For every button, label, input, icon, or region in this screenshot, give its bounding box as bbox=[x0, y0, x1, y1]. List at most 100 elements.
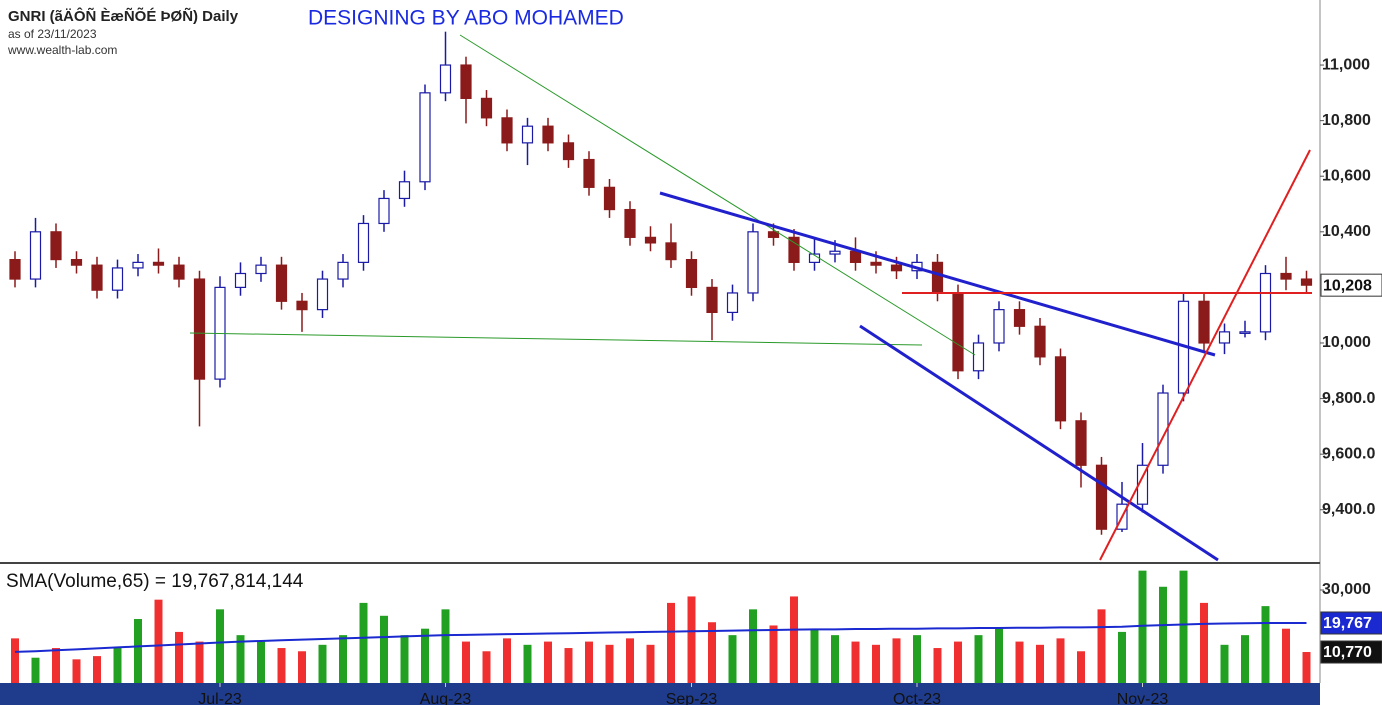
volume-bar bbox=[175, 631, 183, 683]
candle-body bbox=[1075, 420, 1087, 466]
volume-bar bbox=[954, 641, 962, 683]
x-tick-label: Nov-23 bbox=[1117, 691, 1169, 705]
candle-body bbox=[1198, 300, 1210, 344]
y-tick-label: 9,400.0 bbox=[1322, 501, 1375, 518]
volume-bar bbox=[52, 648, 60, 683]
candle-body bbox=[111, 267, 124, 291]
x-tick-label: Jul-23 bbox=[198, 691, 242, 705]
candle-body bbox=[29, 231, 42, 280]
y-tick-label: 10,800 bbox=[1322, 112, 1371, 129]
volume-bar bbox=[113, 648, 122, 683]
candle-body bbox=[603, 186, 616, 211]
volume-bar bbox=[1036, 644, 1044, 683]
candle-body bbox=[1218, 331, 1231, 344]
volume-bar bbox=[154, 599, 163, 683]
candle-body bbox=[542, 125, 554, 144]
volume-bar bbox=[257, 641, 265, 683]
candle-body bbox=[1280, 272, 1292, 280]
volume-bar bbox=[195, 641, 204, 683]
candle-body bbox=[583, 158, 595, 188]
volume-bar bbox=[1015, 641, 1024, 683]
candle-body bbox=[275, 264, 288, 302]
candle-body bbox=[706, 286, 718, 314]
volume-bar bbox=[913, 635, 921, 683]
volume-bar bbox=[851, 641, 860, 683]
volume-title: SMA(Volume,65) = 19,767,814,144 bbox=[6, 571, 304, 592]
candle-body bbox=[685, 258, 698, 288]
volume-bar bbox=[810, 628, 819, 683]
trendline bbox=[859, 324, 1219, 562]
volume-bar bbox=[380, 615, 388, 683]
volume-bar bbox=[339, 635, 347, 683]
candle-body bbox=[993, 309, 1005, 344]
last-price-label-box bbox=[1320, 273, 1382, 297]
chart-title: GNRI (ãÄÔÑ ÈæÑÕÉ ÞØÑ) Daily bbox=[8, 7, 239, 25]
volume-bar bbox=[421, 628, 429, 683]
volume-bar bbox=[1056, 638, 1065, 683]
candle-body bbox=[91, 264, 103, 291]
volume-bar bbox=[503, 638, 511, 683]
trendline bbox=[659, 191, 1216, 357]
candle-body bbox=[460, 64, 472, 99]
volume-bar bbox=[995, 628, 1003, 683]
candle-body bbox=[644, 236, 657, 244]
volume-bar bbox=[134, 619, 142, 683]
candle-body bbox=[1300, 278, 1313, 286]
candle-body bbox=[337, 261, 349, 280]
candle-body bbox=[398, 181, 411, 200]
candle-body bbox=[173, 264, 185, 280]
volume-bar bbox=[544, 641, 552, 683]
candle-body bbox=[788, 236, 800, 263]
volume-bar bbox=[831, 635, 839, 683]
volume-bar bbox=[1077, 651, 1085, 683]
candle-body bbox=[870, 261, 882, 266]
candle-body bbox=[521, 125, 534, 144]
candle-body bbox=[70, 258, 83, 266]
volume-bar bbox=[31, 657, 40, 683]
axis-panel bbox=[1320, 0, 1382, 705]
volume-bar bbox=[1261, 606, 1270, 683]
candle-body bbox=[747, 231, 759, 294]
candle-body bbox=[9, 258, 21, 280]
candle-body bbox=[829, 250, 841, 255]
candle-body bbox=[1239, 331, 1251, 334]
trendline bbox=[189, 332, 923, 346]
volume-bar bbox=[1097, 609, 1106, 683]
candle-body bbox=[419, 92, 431, 183]
x-tick-label: Oct-23 bbox=[893, 691, 941, 705]
volume-bar bbox=[1282, 628, 1290, 683]
last-sma-label-box bbox=[1320, 611, 1382, 635]
volume-sma-line bbox=[14, 621, 1307, 653]
volume-bar bbox=[687, 596, 696, 683]
candle-body bbox=[1034, 325, 1046, 358]
volume-bar bbox=[359, 602, 368, 683]
annotation: DESIGNING BY ABO MOHAMED bbox=[308, 7, 624, 30]
volume-bar bbox=[462, 641, 470, 683]
candle-body bbox=[849, 250, 862, 263]
v-tick-label: 30,000 bbox=[1322, 581, 1371, 598]
candle-body bbox=[767, 231, 780, 238]
trendline bbox=[1099, 149, 1311, 561]
volume-bar bbox=[482, 651, 491, 683]
candle-body bbox=[378, 197, 390, 225]
candle-body bbox=[1259, 272, 1272, 333]
candle-body bbox=[193, 278, 206, 380]
y-tick-label: 9,800.0 bbox=[1322, 390, 1375, 407]
volume-bar bbox=[400, 635, 409, 683]
volume-bar bbox=[626, 638, 634, 683]
volume-bar bbox=[1220, 644, 1229, 683]
volume-bar bbox=[1241, 635, 1249, 683]
candle-body bbox=[132, 261, 144, 269]
candle-body bbox=[152, 261, 165, 266]
last-sma-label: 19,767 bbox=[1323, 615, 1372, 632]
last-volume-label: 10,770 bbox=[1323, 644, 1372, 661]
volume-bar bbox=[298, 651, 306, 683]
volume-bar bbox=[872, 644, 880, 683]
y-tick-label: 10,000 bbox=[1322, 334, 1371, 351]
volume-bar bbox=[72, 659, 81, 683]
candle-body bbox=[1054, 356, 1067, 422]
volume-bar bbox=[523, 644, 532, 683]
source: www.wealth-lab.com bbox=[7, 43, 117, 57]
volume-bar bbox=[318, 644, 327, 683]
